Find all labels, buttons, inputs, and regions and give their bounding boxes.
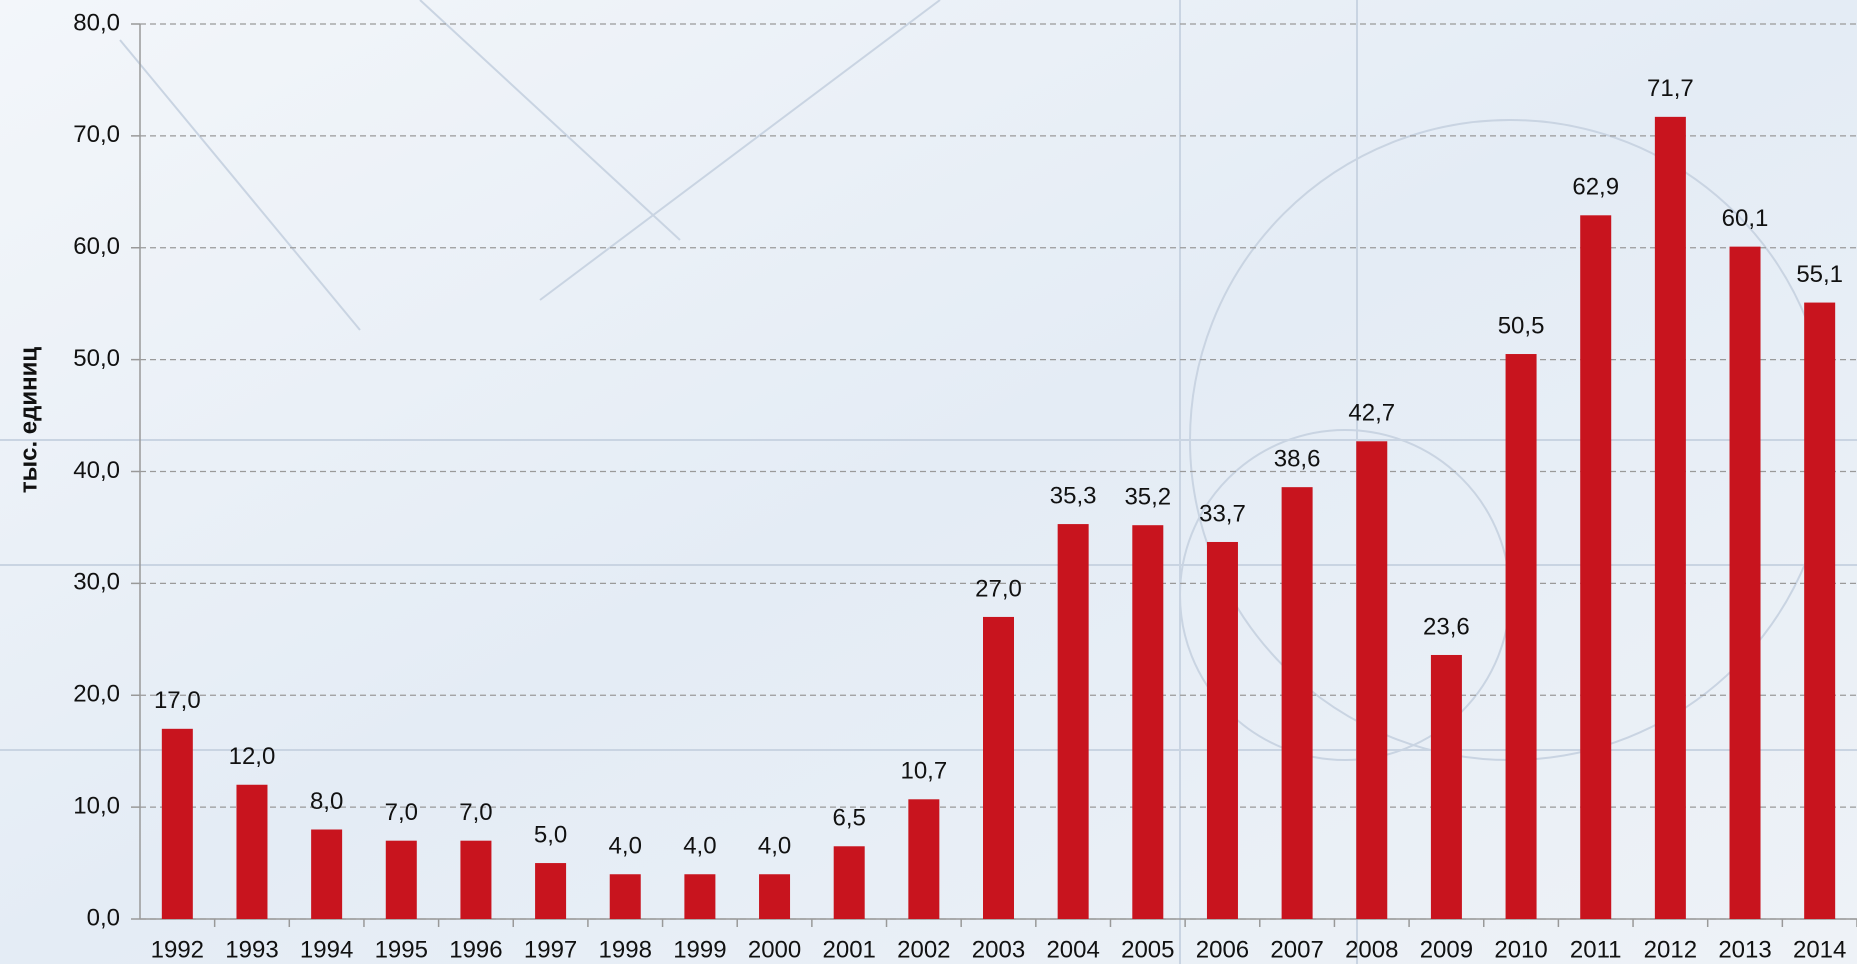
bar (236, 784, 268, 919)
value-label: 10,7 (900, 758, 947, 785)
value-label: 4,0 (758, 833, 791, 860)
value-label: 6,5 (833, 805, 866, 832)
x-tick-label: 1992 (151, 936, 204, 963)
value-label: 4,0 (609, 833, 642, 860)
bar (908, 799, 940, 919)
x-tick-label: 1994 (300, 936, 353, 963)
y-tick-label: 40,0 (73, 457, 120, 484)
x-tick-label: 1999 (673, 936, 726, 963)
bar (684, 874, 716, 919)
value-label: 42,7 (1348, 400, 1395, 427)
y-tick-label: 60,0 (73, 233, 120, 260)
bar (1356, 441, 1388, 919)
x-tick-label: 2002 (897, 936, 950, 963)
y-tick-label: 0,0 (87, 904, 120, 931)
value-label: 35,2 (1124, 484, 1171, 511)
value-label: 50,5 (1498, 312, 1545, 339)
x-tick-label: 2007 (1270, 936, 1323, 963)
value-label: 55,1 (1796, 261, 1843, 288)
value-label: 12,0 (229, 743, 276, 770)
value-label: 23,6 (1423, 613, 1470, 640)
value-label: 71,7 (1647, 75, 1694, 102)
x-tick-label: 2003 (972, 936, 1025, 963)
bar (161, 728, 193, 919)
x-tick-label: 2001 (823, 936, 876, 963)
bar (983, 616, 1014, 919)
bar (833, 846, 865, 919)
x-tick-label: 2010 (1494, 936, 1547, 963)
y-axis-label: тыс. единиц (15, 347, 42, 494)
x-tick-label: 1997 (524, 936, 577, 963)
value-label: 33,7 (1199, 500, 1246, 527)
value-label: 4,0 (683, 833, 716, 860)
value-label: 7,0 (385, 799, 418, 826)
x-tick-label: 2014 (1793, 936, 1846, 963)
bar (1654, 116, 1686, 919)
bar (311, 829, 343, 919)
bar (1804, 302, 1836, 920)
x-tick-label: 2006 (1196, 936, 1249, 963)
x-tick-label: 2000 (748, 936, 801, 963)
bar (1206, 541, 1238, 919)
y-tick-label: 80,0 (73, 9, 120, 36)
y-tick-label: 20,0 (73, 681, 120, 708)
bar (1057, 524, 1089, 919)
x-tick-label: 1996 (449, 936, 502, 963)
x-tick-label: 1993 (225, 936, 278, 963)
x-tick-label: 2008 (1345, 936, 1398, 963)
x-tick-label: 2012 (1644, 936, 1697, 963)
y-tick-label: 50,0 (73, 345, 120, 372)
bar (535, 863, 567, 919)
x-tick-label: 2011 (1570, 936, 1622, 963)
value-label: 27,0 (975, 575, 1022, 602)
value-label: 38,6 (1274, 446, 1321, 473)
value-label: 7,0 (459, 799, 492, 826)
bar (1281, 487, 1313, 919)
bar (1729, 246, 1761, 920)
x-tick-label: 2004 (1046, 936, 1099, 963)
y-tick-label: 10,0 (73, 792, 120, 819)
x-tick-label: 2005 (1121, 936, 1174, 963)
bar (609, 874, 641, 919)
bar (759, 874, 791, 919)
value-label: 62,9 (1572, 174, 1619, 201)
y-tick-label: 30,0 (73, 569, 120, 596)
value-label: 60,1 (1722, 205, 1769, 232)
bar (1505, 354, 1537, 919)
value-label: 35,3 (1050, 482, 1097, 509)
bar (1132, 525, 1164, 919)
value-label: 8,0 (310, 788, 343, 815)
bar (1580, 215, 1612, 919)
y-tick-label: 70,0 (73, 121, 120, 148)
bar (1430, 654, 1462, 919)
x-tick-label: 1998 (599, 936, 652, 963)
value-label: 17,0 (154, 687, 201, 714)
value-label: 5,0 (534, 821, 567, 848)
bar (460, 840, 492, 919)
bar (385, 840, 417, 919)
x-tick-label: 2013 (1718, 936, 1771, 963)
x-tick-label: 2009 (1420, 936, 1473, 963)
x-tick-label: 1995 (375, 936, 428, 963)
